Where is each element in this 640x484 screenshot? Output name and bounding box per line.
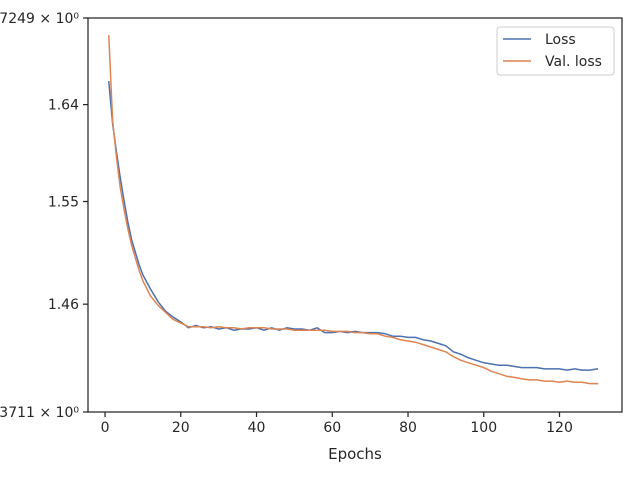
y-tick-label: 1.7249 × 10⁰ bbox=[0, 11, 79, 27]
x-tick-label: 120 bbox=[546, 420, 573, 436]
series-line-loss bbox=[107, 80, 599, 371]
x-tick-label: 60 bbox=[323, 420, 341, 436]
series-layer bbox=[107, 35, 599, 385]
series-line-val-loss bbox=[108, 35, 599, 385]
axes-layer: 0 20 40 60 80 100 120 1.3711 × 10⁰ 1.46 1.55 1.64 1… bbox=[0, 11, 623, 463]
x-axis-label: Epochs bbox=[328, 445, 382, 463]
x-tick-label: 40 bbox=[248, 420, 266, 436]
legend: Loss Val. loss bbox=[496, 26, 615, 76]
legend-label-val-loss: Val. loss bbox=[545, 54, 602, 70]
y-tick-label: 1.46 bbox=[48, 297, 79, 313]
x-tick-label: 0 bbox=[101, 420, 110, 436]
y-tick-label: 1.55 bbox=[48, 195, 79, 211]
legend-label-loss: Loss bbox=[545, 32, 576, 48]
plot-frame bbox=[87, 17, 623, 413]
y-tick-label: 1.64 bbox=[48, 98, 79, 114]
x-tick-label: 80 bbox=[399, 420, 417, 436]
y-tick-label: 1.3711 × 10⁰ bbox=[0, 405, 79, 421]
x-tick-label: 100 bbox=[470, 420, 497, 436]
x-tick-label: 20 bbox=[172, 420, 190, 436]
